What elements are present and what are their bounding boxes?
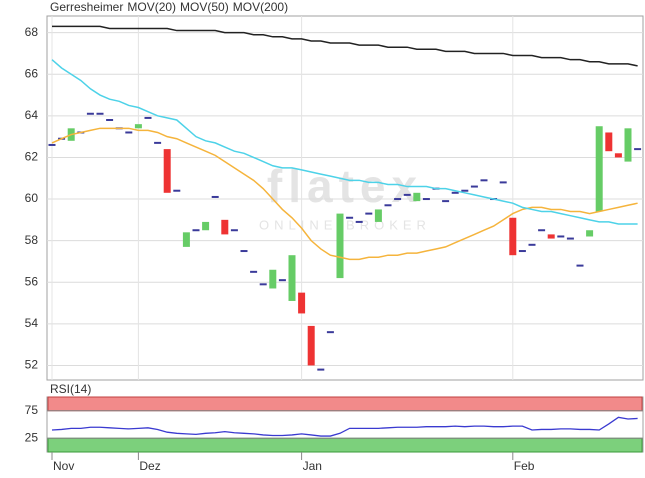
- rsi-title: RSI(14): [50, 382, 91, 396]
- legend-entry: MOV(20): [127, 0, 176, 14]
- x-tick-label: Dez: [139, 459, 160, 473]
- candle-body: [307, 325, 315, 366]
- rsi-upper-band: [47, 396, 643, 412]
- moving-average-line: [51, 127, 638, 261]
- moving-average-line: [52, 25, 638, 67]
- candle-body: [134, 124, 142, 129]
- candle-body: [595, 126, 603, 212]
- y-tick-label: 62: [25, 150, 39, 164]
- y-tick-label: 68: [25, 25, 39, 39]
- y-tick-label: 56: [25, 274, 39, 288]
- x-tick-label: Jan: [303, 459, 322, 473]
- candle-body: [221, 219, 229, 235]
- candle-body: [614, 153, 622, 158]
- chart-title: Gerresheimer: [50, 0, 123, 14]
- legend-entry: MOV(50): [180, 0, 229, 14]
- candle-body: [288, 255, 296, 301]
- candle-body: [269, 269, 277, 289]
- candle-body: [298, 292, 306, 314]
- y-tick-label: 58: [25, 233, 39, 247]
- x-tick-label: Feb: [514, 459, 535, 473]
- candle-body: [605, 132, 613, 152]
- y-tick-label: 64: [25, 108, 39, 122]
- y-tick-label: 54: [25, 316, 39, 330]
- candle-body: [547, 234, 555, 239]
- rsi-lower-band: [47, 437, 643, 453]
- candle-body: [182, 232, 190, 247]
- moving-average-line: [51, 59, 638, 225]
- y-tick-label: 66: [25, 66, 39, 80]
- watermark: ONLINE BROKER: [259, 217, 431, 232]
- candle-body: [163, 149, 171, 193]
- y-tick-label: 60: [25, 191, 39, 205]
- y-tick-label: 75: [25, 403, 39, 417]
- x-tick-label: Nov: [53, 459, 74, 473]
- rsi-line: [51, 416, 638, 437]
- y-tick-label: 52: [25, 358, 39, 372]
- candle-body: [586, 230, 594, 237]
- y-tick-label: 25: [25, 430, 39, 444]
- candle-body: [509, 217, 517, 256]
- candle-body: [413, 192, 421, 202]
- candle-body: [336, 213, 344, 279]
- watermark: flatex: [267, 160, 423, 212]
- candle-body: [374, 209, 382, 222]
- legend-entry: MOV(200): [233, 0, 288, 14]
- main-plot: [46, 15, 644, 381]
- candle-body: [624, 128, 632, 162]
- candle-body: [202, 221, 210, 231]
